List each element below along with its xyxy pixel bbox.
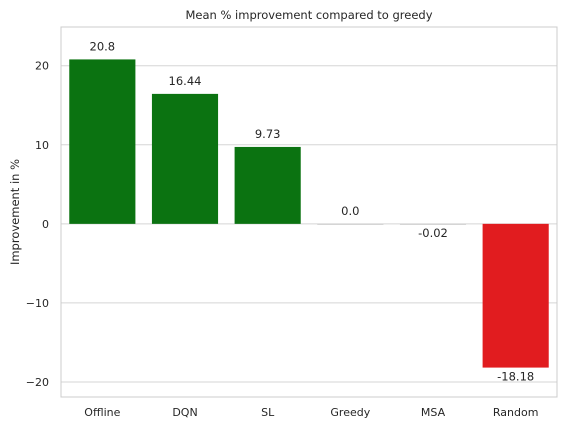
x-tick-label: SL	[261, 406, 275, 419]
chart-title: Mean % improvement compared to greedy	[185, 8, 432, 22]
y-tick-labels: −20 −10 0 10 20	[26, 60, 49, 389]
gridlines	[61, 65, 557, 383]
x-tick-label: Random	[493, 406, 539, 419]
y-tick-label: −10	[26, 297, 49, 310]
data-label: 0.0	[341, 204, 359, 218]
y-tick-label: −20	[26, 376, 49, 389]
x-tick-label: DQN	[172, 406, 197, 419]
bar-random	[482, 223, 549, 368]
bars	[69, 59, 549, 368]
plot-background	[61, 27, 557, 397]
bar-sl	[234, 146, 301, 224]
data-label: 16.44	[169, 74, 202, 88]
y-tick-label: 0	[42, 218, 49, 231]
y-tick-label: 20	[35, 60, 49, 73]
x-tick-labels: Offline DQN SL Greedy MSA Random	[84, 406, 538, 419]
data-labels: 20.8 16.44 9.73 0.0 -0.02 -18.18	[90, 39, 535, 383]
x-tick-label: Greedy	[330, 406, 370, 419]
bar-dqn	[151, 93, 219, 224]
bar-offline	[69, 59, 136, 224]
x-tick-label: Offline	[84, 406, 120, 419]
y-axis-label: Improvement in %	[8, 159, 22, 265]
data-label: -18.18	[497, 370, 534, 384]
data-label: 9.73	[255, 127, 281, 141]
data-label: -0.02	[418, 226, 448, 240]
y-tick-label: 10	[35, 139, 49, 152]
x-tick-label: MSA	[421, 406, 446, 419]
data-label: 20.8	[90, 39, 116, 53]
plot-frame	[60, 26, 558, 398]
